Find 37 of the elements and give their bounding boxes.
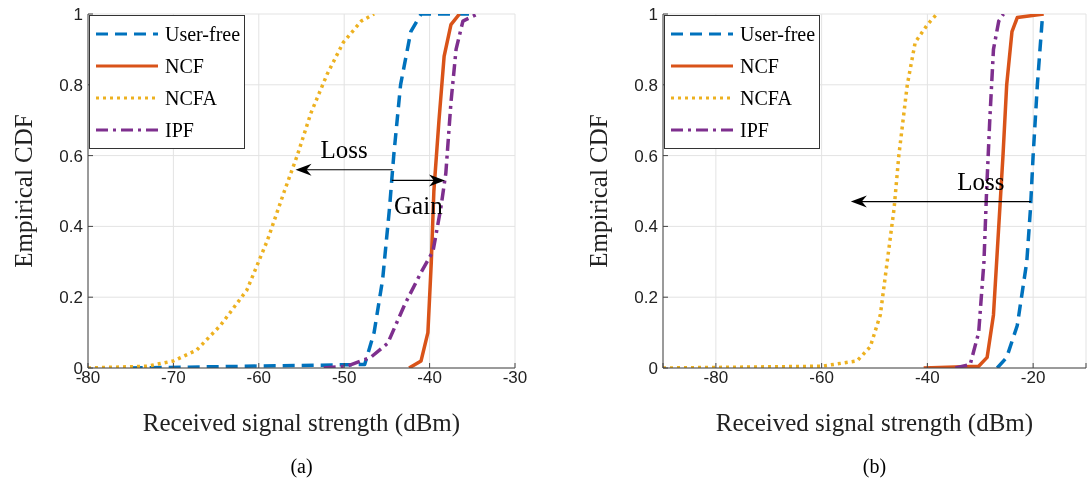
legend-label: NCF <box>165 54 204 78</box>
y-axis-title: Empirical CDF <box>585 114 613 268</box>
y-tick-label: 0.4 <box>634 217 658 237</box>
text: (b) <box>861 455 888 478</box>
y-tick-label: 0 <box>648 359 658 379</box>
x-tick-label: -40 <box>417 368 442 388</box>
x-tick-label: -60 <box>809 368 834 388</box>
y-tick-label: 0.8 <box>59 75 83 95</box>
text: (a) <box>289 455 314 478</box>
y-tick-label: 0.2 <box>59 288 83 308</box>
x-axis-title: Received signal strength (dBm) <box>714 409 1035 437</box>
y-tick-label: 0.6 <box>59 146 83 166</box>
x-tick-label: -30 <box>502 368 528 388</box>
x-axis-title: Received signal strength (dBm) <box>141 409 462 437</box>
line-series <box>921 14 1046 368</box>
line-series <box>953 14 1006 368</box>
y-tick-label: 0.8 <box>634 75 658 95</box>
y-tick-label: 1 <box>73 5 83 25</box>
y-tick-label: 1 <box>648 5 658 25</box>
legend-label: IPF <box>165 118 194 142</box>
y-tick-label: 0.2 <box>634 288 658 308</box>
y-tick-label: 0.6 <box>634 146 658 166</box>
x-tick-label: -80 <box>703 368 729 388</box>
legend-label: User-free <box>165 22 241 46</box>
legend-label: NCFA <box>165 86 217 110</box>
legend-label: NCF <box>740 54 779 78</box>
x-tick-label: -20 <box>1020 368 1046 388</box>
x-tick-label: -60 <box>246 368 272 388</box>
annotation: Loss <box>320 135 368 163</box>
x-tick-label: -50 <box>331 368 357 388</box>
legend-label: User-free <box>740 22 816 46</box>
x-tick-label: -40 <box>915 368 940 388</box>
legend-label: NCFA <box>740 86 792 110</box>
legend-label: IPF <box>740 118 769 142</box>
y-tick-label: 0.4 <box>59 217 83 237</box>
y-axis-title: Empirical CDF <box>10 114 38 268</box>
x-tick-label: -70 <box>161 368 186 388</box>
